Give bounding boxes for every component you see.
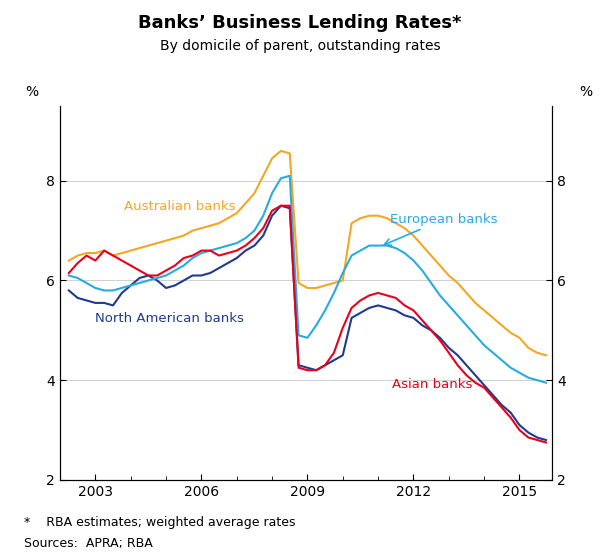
Text: European banks: European banks	[384, 213, 498, 245]
Text: North American banks: North American banks	[95, 312, 244, 325]
Text: Australian banks: Australian banks	[124, 200, 235, 213]
Text: Asian banks: Asian banks	[392, 378, 473, 391]
Text: Sources:  APRA; RBA: Sources: APRA; RBA	[24, 537, 153, 550]
Text: %: %	[26, 85, 38, 99]
Text: By domicile of parent, outstanding rates: By domicile of parent, outstanding rates	[160, 39, 440, 53]
Text: %: %	[579, 85, 592, 99]
Text: Banks’ Business Lending Rates*: Banks’ Business Lending Rates*	[138, 14, 462, 32]
Text: *    RBA estimates; weighted average rates: * RBA estimates; weighted average rates	[24, 516, 296, 529]
